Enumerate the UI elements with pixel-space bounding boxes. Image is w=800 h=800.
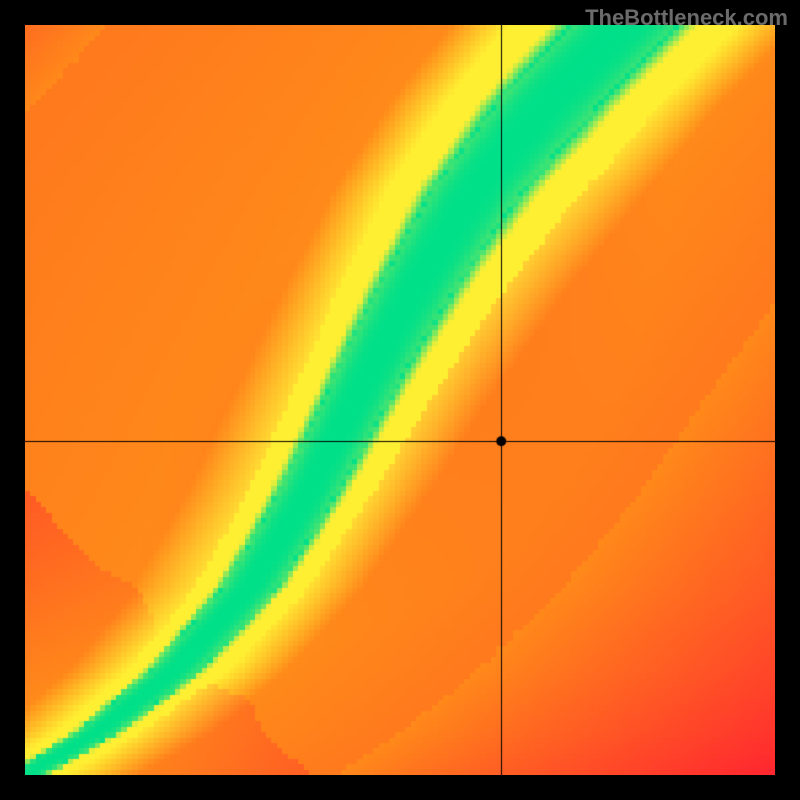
- heatmap-canvas: [25, 25, 775, 775]
- chart-container: { "image_size": { "width": 800, "height"…: [0, 0, 800, 800]
- watermark-text: TheBottleneck.com: [585, 5, 788, 31]
